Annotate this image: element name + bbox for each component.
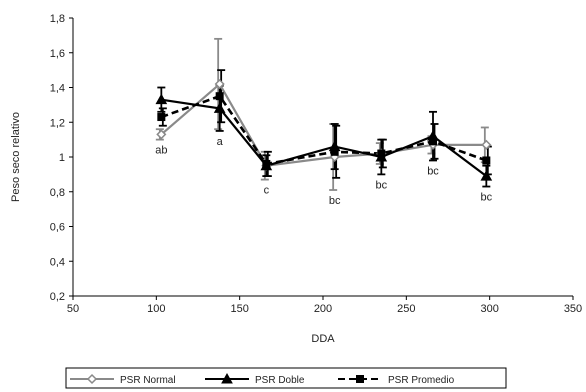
- annotation-label: c: [264, 185, 270, 197]
- x-tick-label: 300: [480, 303, 498, 315]
- data-point: [377, 149, 386, 158]
- x-tick-label: 50: [67, 303, 79, 315]
- error-bars: [155, 37, 492, 191]
- legend-marker: [86, 373, 98, 385]
- data-point: [429, 137, 437, 146]
- x-ticks: 50 100 150 200 250 300 350: [67, 296, 582, 315]
- x-tick-label: 200: [314, 303, 332, 315]
- annotation-label: bc: [427, 165, 439, 177]
- data-point: [481, 139, 492, 150]
- y-ticks: 0,2 0,4 0,6 0,8 1 1,2 1,4 1,6 1,8: [50, 13, 73, 303]
- legend-label: PSR Doble: [255, 375, 305, 386]
- y-tick-label: 0,2: [50, 291, 65, 303]
- significance-annotations: ab a c bc bc bc bc: [155, 136, 492, 207]
- annotation-label: bc: [329, 195, 341, 207]
- series-markers: [155, 78, 493, 181]
- y-tick-label: 1,4: [50, 83, 65, 95]
- legend-label: PSR Promedio: [388, 375, 455, 386]
- legend-marker: [356, 375, 364, 383]
- data-point: [156, 129, 167, 140]
- x-tick-label: 250: [397, 303, 415, 315]
- annotation-label: bc: [376, 179, 388, 191]
- data-point: [157, 113, 166, 122]
- data-point: [214, 78, 225, 90]
- y-tick-label: 0,8: [50, 187, 65, 199]
- y-tick-label: 1: [59, 152, 65, 164]
- data-point: [155, 93, 168, 105]
- data-point: [482, 156, 491, 165]
- data-point: [215, 92, 224, 101]
- y-tick-label: 0,6: [50, 222, 65, 234]
- annotation-label: bc: [481, 192, 493, 204]
- data-point: [213, 102, 226, 113]
- data-point: [330, 147, 339, 156]
- y-axis-title: Peso seco relativo: [10, 112, 22, 202]
- legend: PSR Normal PSR Doble PSR Promedio: [65, 367, 507, 389]
- x-tick-label: 150: [230, 303, 248, 315]
- y-tick-label: 1,8: [50, 13, 65, 25]
- x-axis-title: DDA: [311, 333, 335, 345]
- plot-area: 0,2 0,4 0,6 0,8 1 1,2 1,4 1,6 1,8 50 100 150 200 250…: [50, 13, 582, 315]
- series-lines: [160, 82, 487, 177]
- y-tick-label: 1,2: [50, 117, 65, 129]
- x-tick-label: 100: [147, 303, 165, 315]
- annotation-label: ab: [155, 145, 167, 157]
- data-point: [262, 159, 271, 168]
- legend-marker: [221, 372, 233, 384]
- legend-label: PSR Normal: [120, 375, 176, 386]
- x-tick-label: 350: [564, 303, 582, 315]
- y-tick-label: 1,6: [50, 48, 65, 60]
- annotation-label: a: [217, 136, 224, 148]
- legend-box: [65, 367, 507, 389]
- data-point: [480, 170, 493, 181]
- y-tick-label: 0,4: [50, 256, 65, 268]
